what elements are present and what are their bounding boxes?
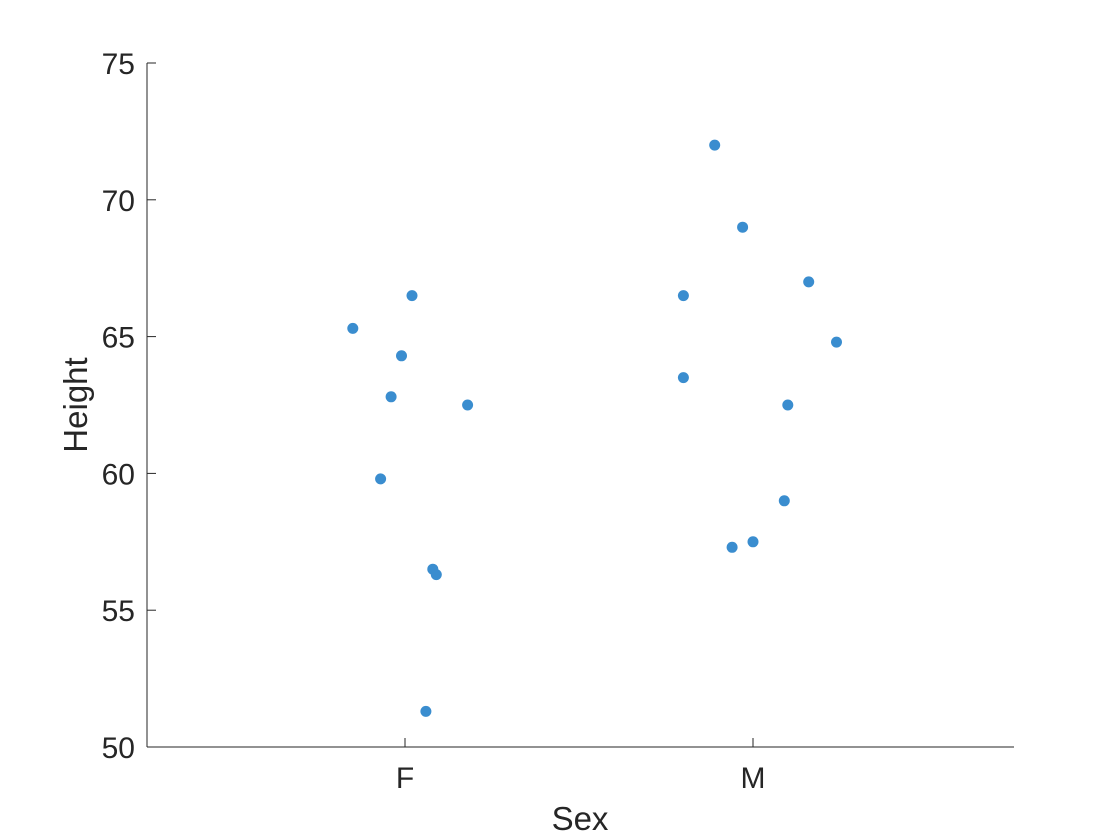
x-axis-label: Sex	[552, 800, 609, 837]
data-point	[803, 276, 815, 288]
y-tick-label: 55	[102, 595, 135, 628]
data-point	[709, 139, 721, 151]
y-tick-label: 70	[102, 185, 135, 218]
data-point	[747, 536, 759, 548]
data-point	[677, 290, 689, 302]
data-point	[782, 399, 794, 411]
data-point	[420, 705, 432, 717]
x-tick-label-f: F	[396, 762, 414, 795]
y-axis: 50 55 60 65 70 75	[102, 48, 156, 765]
y-tick-label: 65	[102, 322, 135, 355]
data-point	[677, 372, 689, 384]
x-tick-label-m: M	[741, 762, 766, 795]
data-point	[462, 399, 474, 411]
data-markers	[347, 139, 842, 717]
data-point	[778, 495, 790, 507]
data-point	[737, 221, 749, 233]
y-tick-label: 60	[102, 458, 135, 491]
data-point	[406, 290, 418, 302]
data-point	[375, 473, 387, 485]
data-point	[396, 350, 407, 362]
y-tick-label: 50	[102, 732, 135, 765]
y-tick-label: 75	[102, 48, 135, 81]
data-point	[726, 541, 738, 553]
data-point	[831, 336, 842, 348]
data-point	[347, 322, 359, 334]
data-point	[430, 569, 442, 581]
y-axis-label: Height	[57, 357, 94, 452]
data-point	[385, 391, 397, 403]
